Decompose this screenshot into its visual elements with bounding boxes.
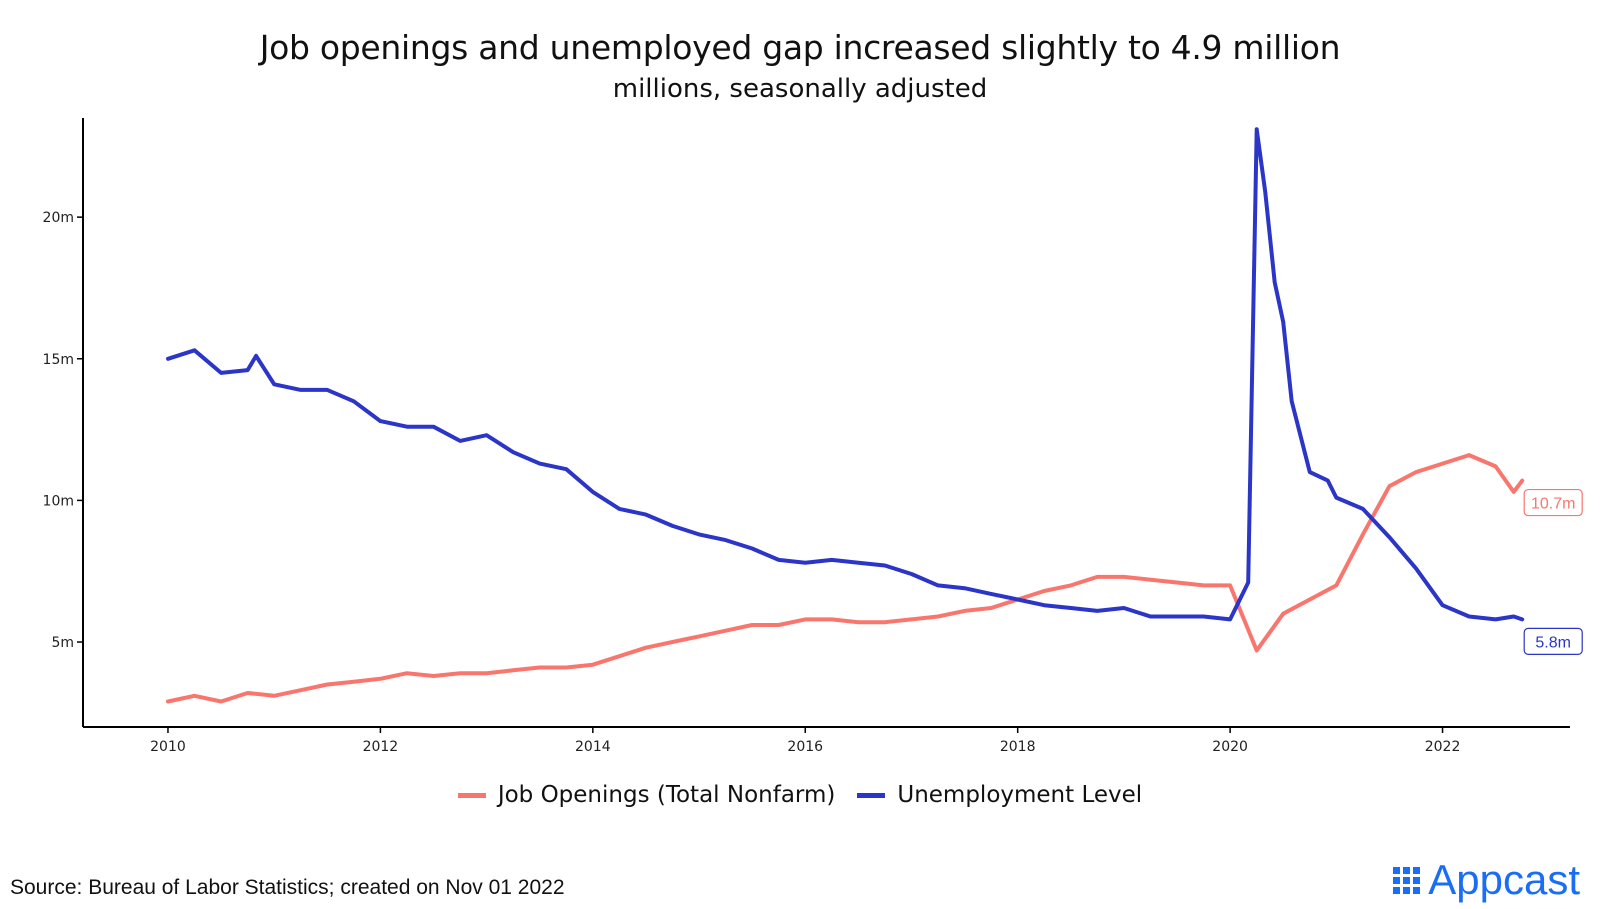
end-label-0: 10.7m [1523, 488, 1583, 517]
x-tick-label: 2010 [150, 739, 186, 755]
chart-title: Job openings and unemployed gap increase… [259, 28, 1341, 67]
x-tick-label: 2020 [1212, 739, 1248, 755]
y-tick-label: 5m [51, 635, 74, 651]
y-tick-label: 20m [43, 210, 74, 226]
y-tick-label: 15m [43, 352, 74, 368]
y-tick-label: 10m [43, 493, 74, 509]
chart-series [166, 127, 1525, 704]
legend-item-unemployment: Unemployment Level [857, 782, 1142, 808]
x-tick-label: 2014 [575, 739, 611, 755]
appcast-logo-icon [1393, 866, 1421, 894]
appcast-logo: Appcast [1393, 856, 1580, 904]
x-tick-label: 2016 [787, 739, 823, 755]
chart-legend: Job Openings (Total Nonfarm) Unemploymen… [0, 782, 1600, 808]
end-labels: 10.7m 5.8m [1523, 488, 1583, 655]
end-label-text: 10.7m [1531, 496, 1575, 513]
end-label-box [1523, 627, 1583, 655]
legend-label-job-openings: Job Openings (Total Nonfarm) [497, 782, 836, 808]
legend-label-unemployment: Unemployment Level [897, 782, 1143, 808]
end-label-1: 5.8m [1523, 627, 1583, 655]
chart-axes: 2010 2012 2014 2016 2018 2020 2022 5m 10m 15m 20m [43, 118, 1570, 755]
x-tick-label: 2018 [1000, 739, 1036, 755]
source-note: Source: Bureau of Labor Statistics; crea… [10, 876, 565, 899]
end-label-box [1523, 488, 1583, 517]
x-tick-label: 2022 [1425, 739, 1461, 755]
legend-swatch-unemployment [857, 792, 886, 798]
legend-swatch-job-openings [457, 792, 486, 798]
logo-text: Appcast [1428, 856, 1580, 903]
series-line-1 [166, 127, 1525, 622]
end-label-text: 5.8m [1535, 634, 1571, 651]
chart-subtitle: millions, seasonally adjusted [612, 74, 988, 104]
x-tick-label: 2012 [363, 739, 399, 755]
legend-item-job-openings: Job Openings (Total Nonfarm) [457, 782, 836, 808]
series-line-0 [166, 453, 1525, 704]
